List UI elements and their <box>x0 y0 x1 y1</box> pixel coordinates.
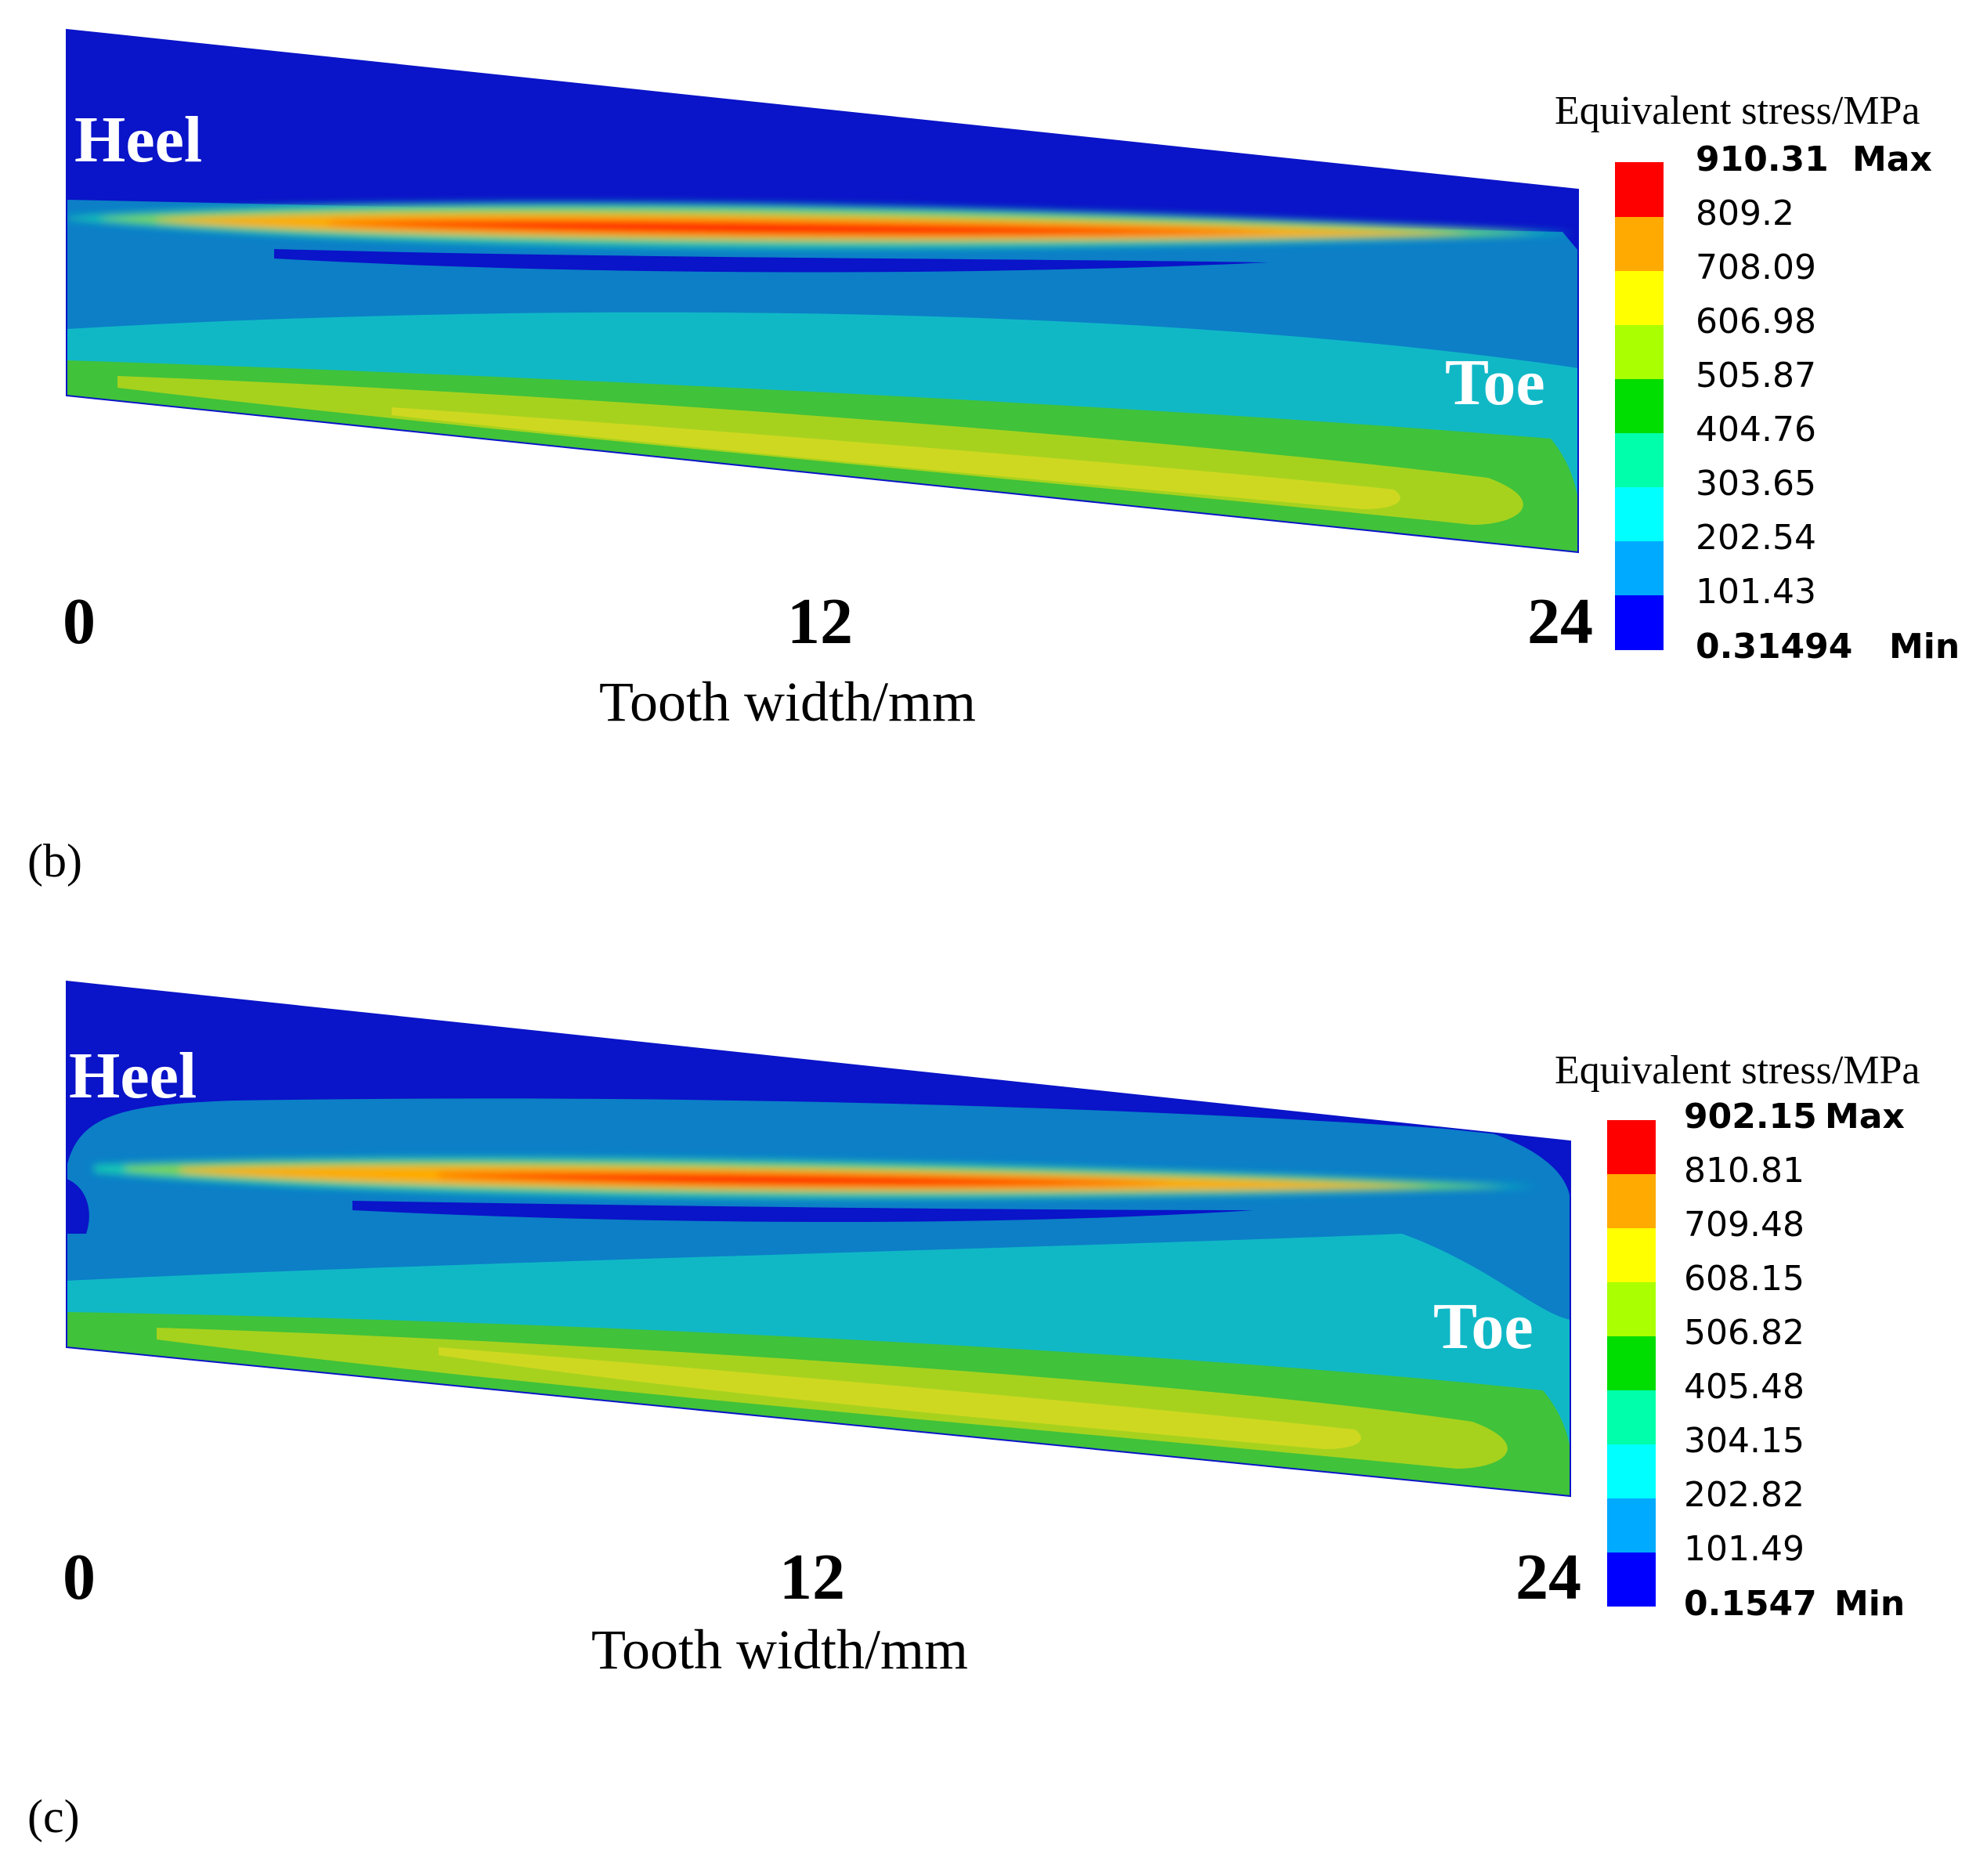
legend-level: 404.76 <box>1696 410 1816 450</box>
legend-band <box>1615 595 1664 650</box>
legend-band <box>1607 1282 1656 1336</box>
legend-band <box>1607 1120 1656 1174</box>
legend-level: 505.87 <box>1696 356 1816 396</box>
heel-corner-low-c <box>67 1179 89 1234</box>
legend-min-value: 0.31494 <box>1696 627 1853 667</box>
legend-max-tag: Max <box>1825 1097 1905 1137</box>
legend-band <box>1607 1228 1656 1282</box>
legend-min-tag: Min <box>1889 627 1960 667</box>
legend-min-value: 0.1547 <box>1684 1584 1817 1624</box>
x-axis-title: Tooth width/mm <box>599 671 976 733</box>
legend-band <box>1607 1390 1656 1444</box>
legend-level: 101.43 <box>1696 572 1816 612</box>
legend-max-value: 902.15 <box>1684 1097 1817 1137</box>
contour-plot-b <box>66 28 1664 650</box>
legend-band <box>1607 1552 1656 1607</box>
legend-level: 809.2 <box>1696 193 1794 233</box>
legend-level: 608.15 <box>1684 1259 1805 1299</box>
legend-level: 304.15 <box>1684 1421 1805 1461</box>
legend-min-tag: Min <box>1834 1584 1906 1624</box>
legend-title: Equivalent stress/MPa <box>1555 1048 1920 1093</box>
legend-band <box>1615 541 1664 595</box>
low-stress-gap-c <box>352 1201 1253 1222</box>
x-tick-0: 0 <box>63 585 96 658</box>
toe-label: Toe <box>1433 1290 1534 1363</box>
x-axis-title: Tooth width/mm <box>591 1618 968 1681</box>
legend-band <box>1607 1444 1656 1498</box>
legend-band <box>1615 162 1664 217</box>
panel-c: Heel Toe 0 12 24 Tooth width/mm Equivale… <box>0 952 1987 1876</box>
legend-band <box>1607 1174 1656 1228</box>
low-stress-gap-b <box>274 249 1269 273</box>
legend-band <box>1615 271 1664 325</box>
legend-level: 506.82 <box>1684 1313 1805 1353</box>
panel-b: Heel Toe 0 12 24 Tooth width/mm Equivale… <box>0 0 1987 924</box>
panel-label-c: (c) <box>27 1791 80 1842</box>
legend-level: 810.81 <box>1684 1151 1805 1191</box>
legend-band <box>1607 1498 1656 1552</box>
root-band-yellow-b <box>392 407 1400 509</box>
legend-max-tag: Max <box>1852 139 1932 179</box>
legend-level: 708.09 <box>1696 248 1816 287</box>
legend-level: 405.48 <box>1684 1367 1805 1407</box>
legend-title: Equivalent stress/MPa <box>1555 89 1920 133</box>
root-band-yellow-c <box>439 1347 1361 1449</box>
legend-band <box>1615 433 1664 487</box>
legend-level: 101.49 <box>1684 1529 1805 1569</box>
legend-max-value: 910.31 <box>1696 139 1829 179</box>
legend-band <box>1615 325 1664 379</box>
x-tick-24: 24 <box>1516 1541 1581 1614</box>
legend-band <box>1607 1336 1656 1390</box>
legend-band <box>1615 217 1664 271</box>
legend-band <box>1615 487 1664 541</box>
legend-level: 303.65 <box>1696 464 1816 504</box>
contact-band-red-c <box>439 1173 1175 1187</box>
contact-band-red-b <box>329 220 1284 236</box>
x-tick-12: 12 <box>779 1541 845 1614</box>
legend-band <box>1615 379 1664 433</box>
heel-label: Heel <box>69 1039 197 1112</box>
panel-label-b: (b) <box>27 835 82 887</box>
legend-colorbar-c <box>1607 1120 1656 1607</box>
x-tick-0: 0 <box>63 1541 96 1614</box>
toe-label: Toe <box>1445 346 1545 419</box>
legend-level: 202.82 <box>1684 1475 1805 1515</box>
legend-level: 202.54 <box>1696 518 1816 558</box>
legend-colorbar-b <box>1615 162 1664 650</box>
heel-label: Heel <box>74 103 203 176</box>
x-tick-12: 12 <box>787 585 853 658</box>
legend-level: 606.98 <box>1696 302 1816 342</box>
x-tick-24: 24 <box>1527 585 1593 658</box>
legend-level: 709.48 <box>1684 1205 1805 1245</box>
contour-plot-c <box>66 980 1656 1607</box>
